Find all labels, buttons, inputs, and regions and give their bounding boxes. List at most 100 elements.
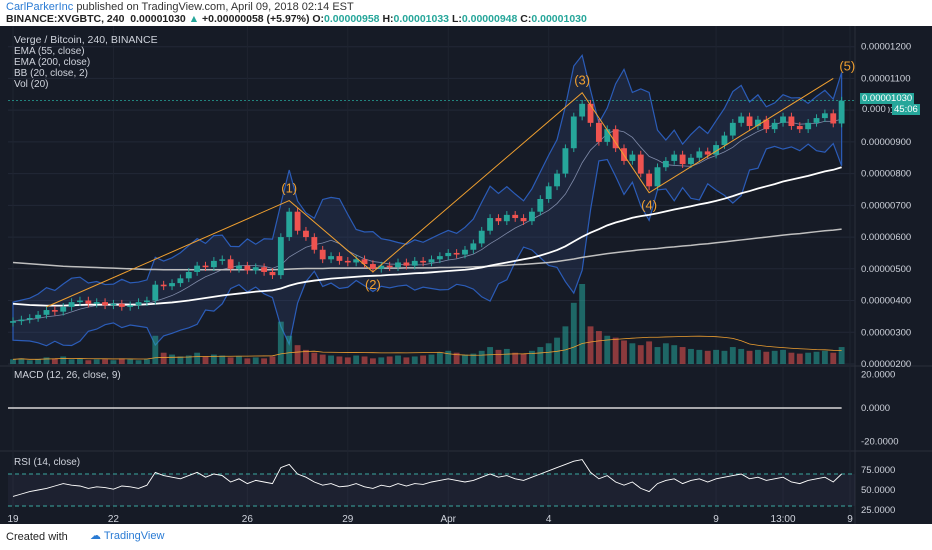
- candle-body: [570, 116, 577, 149]
- legend-ema200[interactable]: EMA (200, close): [14, 57, 91, 68]
- candle-body: [152, 284, 159, 301]
- low-key: L:: [451, 13, 462, 25]
- candle-body: [277, 237, 284, 276]
- volume-bar: [51, 358, 58, 364]
- volume-bar: [637, 345, 644, 364]
- legend-bb[interactable]: BB (20, close, 2): [14, 68, 88, 79]
- candle-body: [261, 267, 268, 272]
- price-tick-label: 0.00000400: [861, 296, 911, 307]
- volume-bar: [294, 345, 301, 364]
- candle-body: [18, 319, 25, 322]
- volume-bar: [127, 359, 134, 364]
- candle-body: [704, 151, 711, 155]
- candle-body: [110, 303, 117, 306]
- candle-body: [771, 122, 778, 130]
- volume-bar: [18, 358, 25, 364]
- candle-body: [780, 116, 786, 123]
- price-tick-label: 0.00000700: [861, 200, 911, 211]
- volume-bar: [43, 357, 50, 364]
- volume-bar: [202, 356, 209, 364]
- volume-bar: [704, 350, 711, 364]
- volume-bar: [227, 357, 234, 364]
- candle-body: [369, 264, 376, 269]
- candle-body: [143, 300, 150, 303]
- rsi-tick-label: 25.0000: [861, 505, 895, 516]
- candle-body: [118, 303, 125, 307]
- brand-label: TradingView: [103, 530, 165, 542]
- symbol-label: BINANCE:XVGBTC, 240: [6, 13, 125, 25]
- candle-body: [729, 122, 736, 136]
- wave-label: (3): [574, 73, 590, 88]
- candle-body: [838, 100, 845, 124]
- candle-body: [495, 218, 502, 222]
- candle-body: [336, 256, 343, 261]
- tradingview-logo-icon[interactable]: ☁ TradingView: [90, 530, 165, 542]
- volume-bar: [386, 356, 393, 364]
- price-tick-label: 0.00000900: [861, 137, 911, 148]
- volume-bar: [545, 343, 552, 364]
- volume-bar: [110, 360, 117, 364]
- candle-body: [445, 252, 452, 257]
- candle-body: [545, 186, 552, 199]
- candle-body: [478, 230, 485, 244]
- time-tick-label: Apr: [440, 514, 456, 524]
- publish-line: CarlParkerInc published on TradingView.c…: [6, 1, 354, 13]
- volume-bar: [102, 359, 108, 364]
- candle-body: [529, 211, 535, 222]
- candle-body: [470, 243, 477, 250]
- volume-bar: [411, 356, 418, 364]
- author-link[interactable]: CarlParkerInc: [6, 1, 74, 13]
- candle-body: [662, 160, 669, 168]
- legend-vol[interactable]: Vol (20): [14, 79, 49, 90]
- ema55-line: [12, 166, 842, 307]
- price-tick-label: 0.00000600: [861, 232, 911, 243]
- candle-body: [562, 148, 569, 174]
- chart-svg[interactable]: 0.000012000.000011000.000010000.00000900…: [0, 26, 932, 524]
- volume-ma-line: [12, 335, 842, 360]
- volume-bar: [738, 348, 745, 364]
- candle-body: [646, 173, 653, 187]
- volume-bar: [830, 352, 837, 364]
- legend-macd[interactable]: MACD (12, 26, close, 9): [14, 370, 121, 381]
- volume-bar: [252, 357, 259, 364]
- time-tick-label: 19: [7, 514, 19, 524]
- volume-bar: [688, 348, 694, 364]
- volume-bar: [428, 354, 435, 364]
- volume-bar: [303, 349, 309, 364]
- candle-body: [328, 256, 334, 260]
- legend-ema55[interactable]: EMA (55, close): [14, 46, 85, 57]
- volume-bar: [319, 354, 326, 364]
- volume-bar: [838, 347, 845, 364]
- legend-title: Verge / Bitcoin, 240, BINANCE: [14, 34, 158, 46]
- volume-bar: [185, 355, 192, 364]
- volume-bar: [771, 350, 778, 364]
- candle-body: [244, 265, 251, 271]
- volume-bar: [177, 356, 184, 364]
- legend-rsi[interactable]: RSI (14, close): [14, 457, 81, 468]
- volume-bar: [796, 353, 803, 364]
- volume-bar: [236, 356, 242, 364]
- volume-bar: [478, 350, 485, 364]
- change-arrow-icon: ▲: [188, 13, 200, 25]
- candle-body: [595, 122, 602, 142]
- candle-body: [361, 259, 368, 265]
- volume-bar: [395, 355, 401, 364]
- wave-label: (1): [281, 181, 297, 196]
- volume-bar: [135, 360, 142, 364]
- volume-bar: [85, 360, 92, 364]
- volume-bar: [77, 358, 83, 364]
- candle-body: [821, 113, 828, 119]
- volume-bar: [503, 348, 510, 364]
- candle-body: [587, 103, 594, 123]
- candle-body: [43, 310, 50, 315]
- candle-body: [252, 267, 259, 271]
- candle-body: [68, 302, 75, 307]
- volume-bar: [286, 335, 293, 364]
- chart-area[interactable]: 0.000012000.000011000.000010000.00000900…: [0, 26, 932, 524]
- candle-body: [830, 113, 837, 124]
- price-change: +0.00000058 (+5.97%): [202, 13, 310, 25]
- volume-bar: [646, 341, 653, 364]
- candle-body: [35, 314, 42, 318]
- price-tick-label: 0.00000200: [861, 359, 911, 370]
- candle-body: [185, 271, 192, 279]
